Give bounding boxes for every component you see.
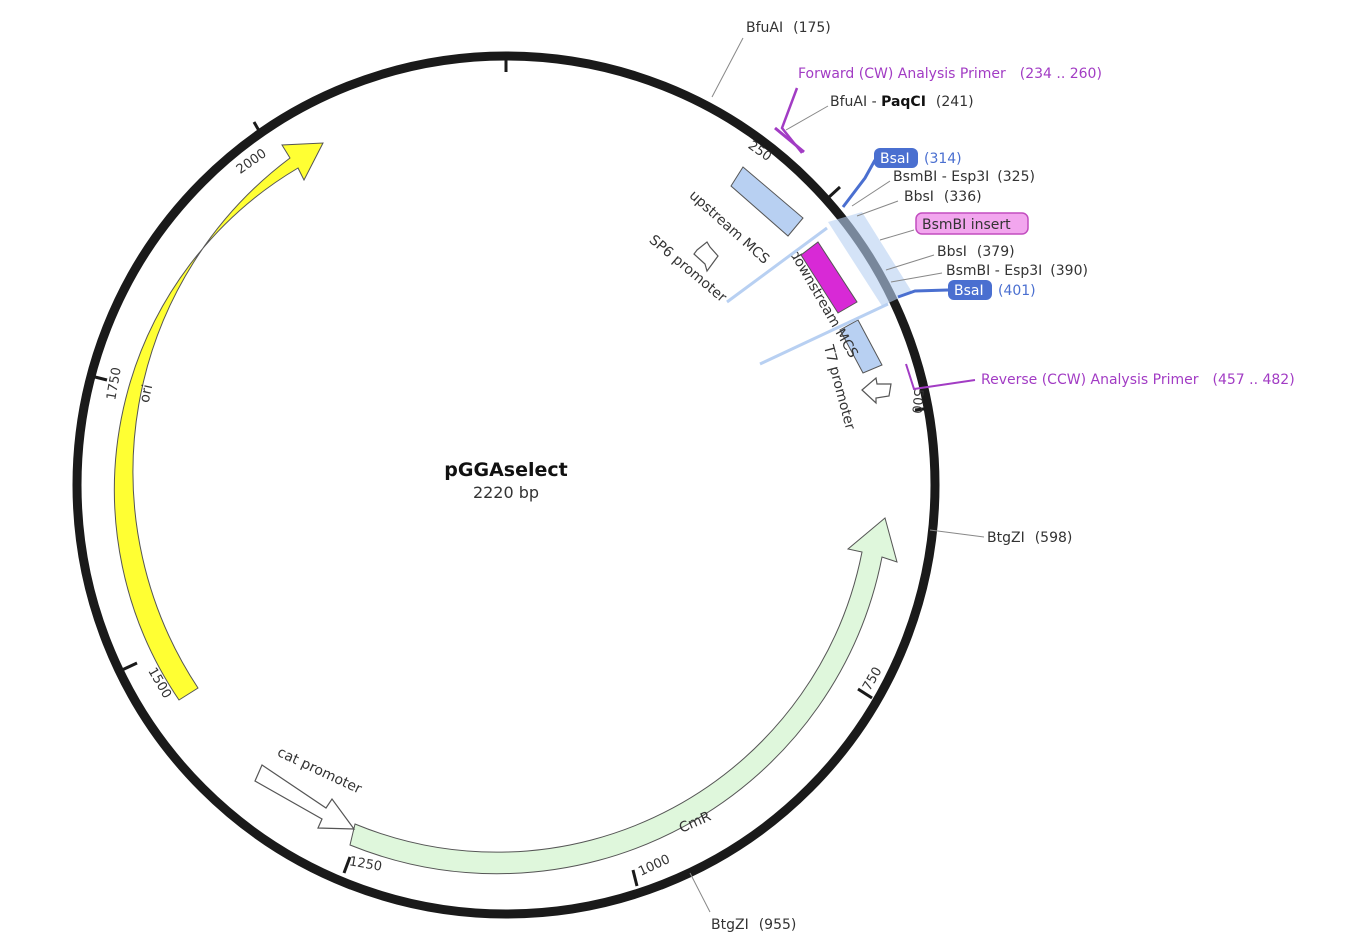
tick-1750: [90, 374, 108, 382]
bsai-401-name: BsaI: [954, 283, 984, 299]
plasmid-length: 2220 bp: [473, 483, 539, 502]
bsai-401-pos: (401): [998, 283, 1036, 299]
site-labels: BfuAI (175) Forward (CW) Analysis Primer(…: [711, 20, 1295, 933]
ori-feature[interactable]: ori: [113, 142, 324, 701]
bsmbi-insert-box[interactable]: [800, 241, 858, 314]
plasmid-name: pGGAselect: [444, 459, 567, 481]
leader-bfuai-paqci: [785, 105, 829, 131]
upstream-mcs-box[interactable]: [730, 166, 804, 237]
cat-promoter-arrow[interactable]: [254, 764, 356, 830]
tick-label-1000: 1000: [636, 852, 672, 880]
t7-promoter-arrow[interactable]: [861, 376, 892, 405]
cmr-feature[interactable]: CmR: [349, 517, 898, 875]
leader-bfuai-175: [711, 37, 744, 98]
bsmbi-insert-name: BsmBI insert: [922, 217, 1011, 233]
tick-1250: [342, 856, 352, 874]
site-btgzi-955[interactable]: BtgZI (955): [711, 917, 796, 933]
leader-bsmbi-325: [851, 180, 891, 207]
site-bfuai-paqci[interactable]: BfuAI - PaqCI (241): [830, 94, 974, 110]
mcs-highlight-band: [828, 212, 912, 306]
tick-500: [914, 406, 933, 412]
site-forward-primer[interactable]: Forward (CW) Analysis Primer (234 .. 260): [798, 66, 1102, 82]
primer-marks: [774, 87, 976, 391]
bsai-314-badge[interactable]: [874, 148, 918, 168]
downstream-connector: [759, 302, 889, 366]
cat-promoter-feature[interactable]: cat promoter: [254, 744, 364, 830]
site-bbsi-379[interactable]: BbsI (379): [937, 244, 1015, 260]
bsai-314-name: BsaI: [880, 151, 910, 167]
tick-250: [826, 185, 842, 200]
leader-btgzi-955: [689, 872, 711, 913]
tick-label-1250: 1250: [348, 854, 383, 875]
leader-bsmbi-390: [890, 272, 943, 283]
site-leaders: [689, 37, 985, 913]
leader-btgzi-598: [929, 529, 985, 538]
tick-1000: [631, 869, 639, 887]
ori-label: ori: [137, 383, 156, 404]
sp6-promoter-label: SP6 promoter: [646, 232, 730, 306]
tick-marks: [90, 56, 933, 887]
tick-750: [857, 687, 873, 700]
downstream-mcs-box[interactable]: [839, 319, 883, 374]
sp6-promoter-arrow[interactable]: [693, 241, 719, 273]
cmr-arrow[interactable]: [349, 517, 898, 875]
ori-arrow[interactable]: [113, 142, 324, 701]
leader-bbsi-379: [885, 254, 935, 271]
forward-primer-bar: [774, 126, 805, 154]
site-reverse-primer[interactable]: Reverse (CCW) Analysis Primer (457 .. 482…: [981, 372, 1295, 388]
sp6-promoter-feature[interactable]: SP6 promoter: [646, 232, 730, 306]
site-btgzi-598[interactable]: BtgZI (598): [987, 530, 1072, 546]
bsai-401-leader: [897, 288, 949, 299]
site-bfuai-175[interactable]: BfuAI (175): [746, 20, 831, 36]
bsai-314-pos: (314): [924, 151, 962, 167]
site-bsmbi-325[interactable]: BsmBI - Esp3I (325): [893, 169, 1035, 185]
tick-1500: [121, 661, 138, 672]
tick-label-500: 500: [908, 388, 925, 414]
bsai-314-leader: [841, 159, 877, 208]
bsmbi-insert-badge[interactable]: [915, 212, 1029, 235]
bsai-401-badge[interactable]: [948, 280, 992, 300]
site-bsmbi-390[interactable]: BsmBI - Esp3I (390): [946, 263, 1088, 279]
mcs-highlight: [726, 212, 912, 366]
tick-label-1750: 1750: [104, 366, 125, 401]
reverse-primer-mark: [905, 363, 976, 391]
site-bbsi-336[interactable]: BbsI (336): [904, 189, 982, 205]
leader-insert: [879, 229, 915, 241]
tick-2000: [252, 121, 264, 137]
leader-bbsi-336: [856, 200, 899, 217]
upstream-connector: [726, 226, 828, 304]
